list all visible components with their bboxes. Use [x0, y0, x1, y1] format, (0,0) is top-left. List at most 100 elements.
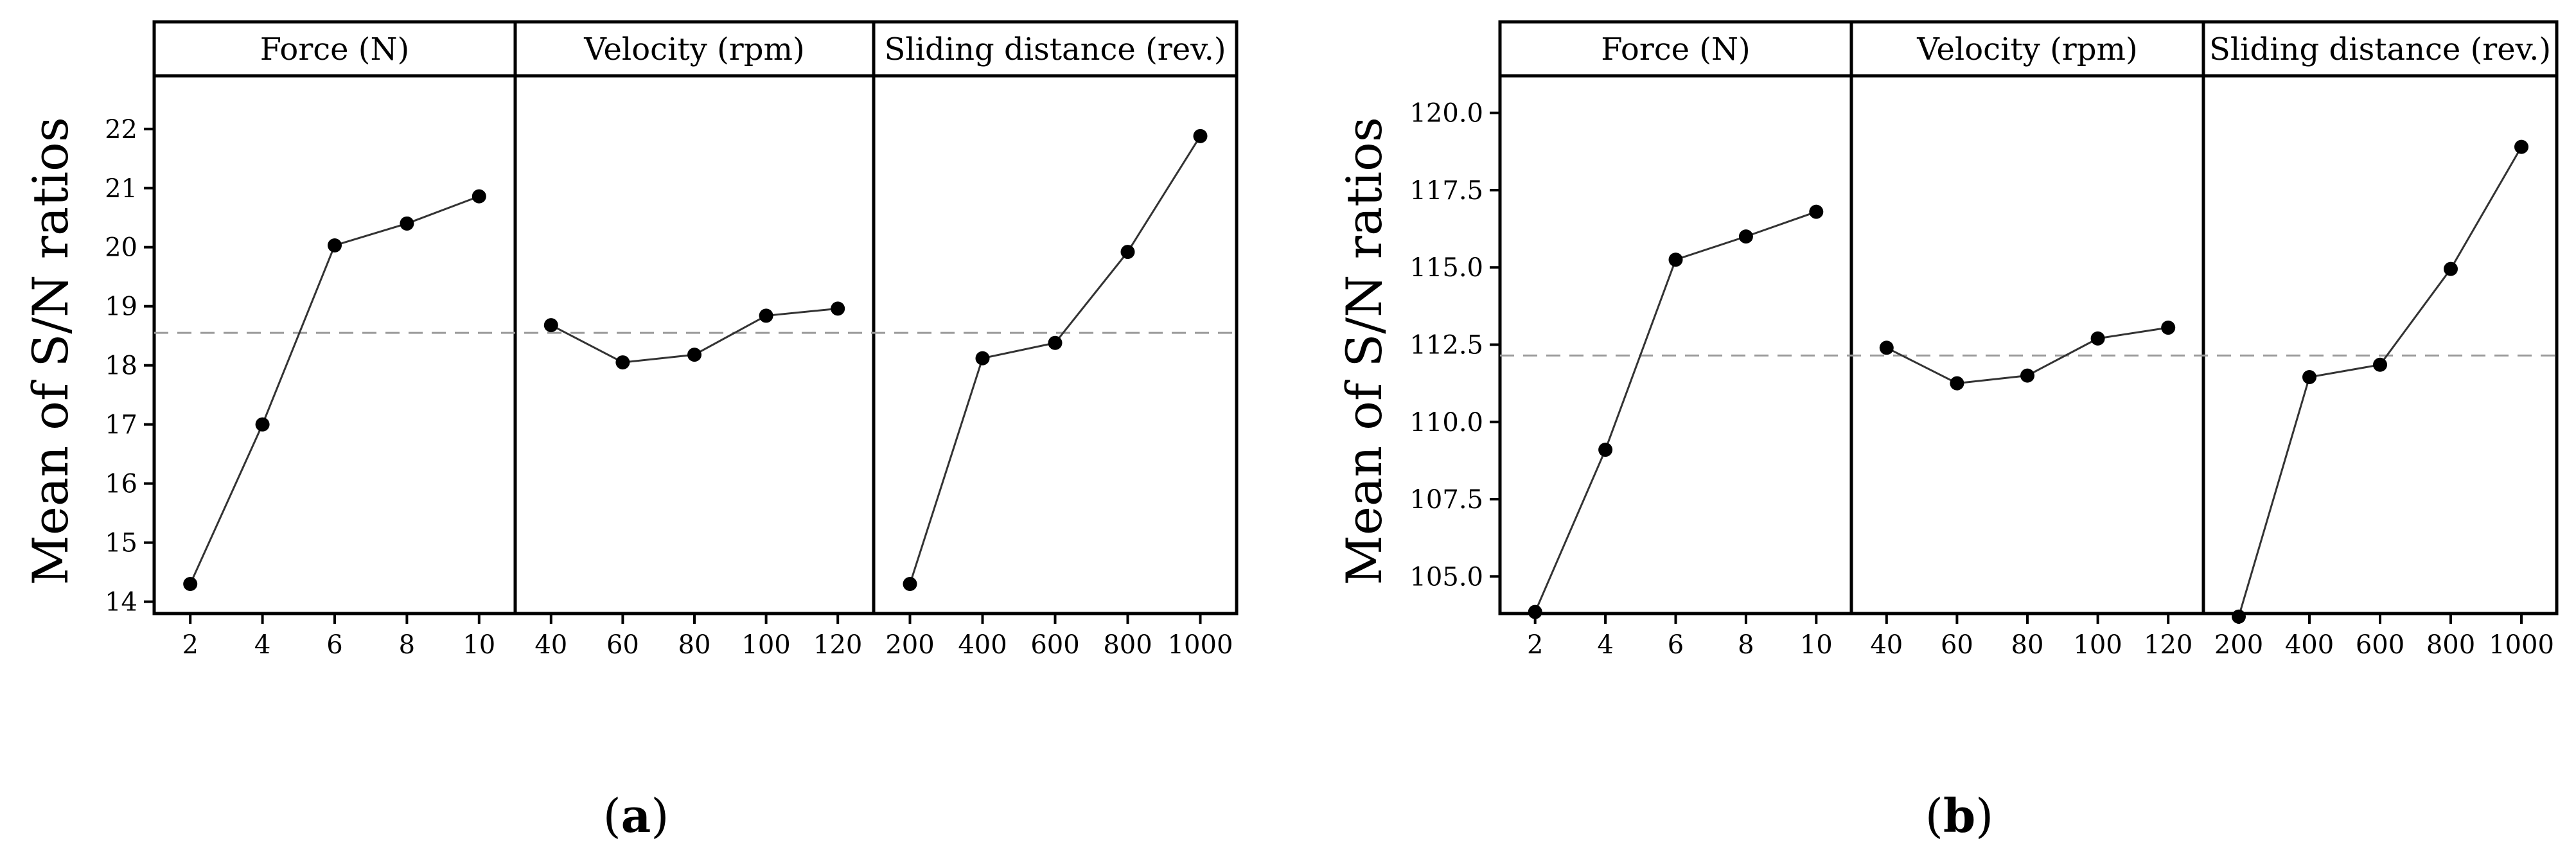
x-tick-label: 8 [399, 630, 415, 660]
y-tick-label: 120.0 [1409, 99, 1483, 128]
data-point [2090, 331, 2105, 346]
series-line [2237, 146, 2523, 617]
y-tick-label: 105.0 [1409, 562, 1483, 592]
facet-title: Velocity (rpm) [1916, 31, 2137, 67]
y-tick-label: 20 [105, 233, 137, 263]
panel-caption: (b) [1925, 788, 1994, 843]
data-point [2514, 139, 2528, 154]
x-tick-label: 120 [813, 630, 862, 660]
data-point [2161, 321, 2176, 335]
y-tick-label: 14 [105, 588, 137, 617]
y-tick-label: 22 [105, 115, 137, 145]
y-tick-label: 110.0 [1409, 408, 1483, 437]
facet-title: Velocity (rpm) [583, 31, 804, 67]
facet-title: Force (N) [1601, 31, 1751, 67]
facet-0: Force (N) 2 4 6 8 10 [1527, 31, 1833, 660]
y-tick-label: 107.5 [1409, 485, 1483, 515]
data-point [2302, 370, 2316, 385]
data-point [400, 216, 414, 231]
data-point [1879, 340, 1894, 355]
x-tick-label: 10 [463, 630, 495, 660]
plot-frame [1498, 20, 2559, 615]
x-tick-label: 800 [2426, 630, 2475, 660]
x-tick-label: 2 [1527, 630, 1543, 660]
x-tick-label: 400 [2285, 630, 2334, 660]
x-tick-label: 1000 [1168, 630, 1233, 660]
data-point [759, 308, 773, 323]
data-point [1048, 335, 1063, 350]
data-point [2444, 261, 2458, 276]
x-tick-label: 10 [1800, 630, 1833, 660]
y-axis-label: Mean of S/N ratios [22, 117, 79, 585]
series-line [1534, 211, 1817, 613]
x-tick-label: 600 [1030, 630, 1079, 660]
data-point [1598, 443, 1613, 457]
x-tick-label: 600 [2356, 630, 2404, 660]
x-tick-label: 40 [534, 630, 567, 660]
y-tick-label: 15 [105, 529, 137, 558]
y-tick-label: 117.5 [1409, 176, 1483, 206]
series-line [909, 136, 1201, 585]
x-tick-label: 80 [678, 630, 711, 660]
y-axis-label: Mean of S/N ratios [1336, 117, 1393, 585]
data-point [2232, 609, 2246, 624]
x-tick-label: 100 [741, 630, 790, 660]
x-tick-label: 800 [1103, 630, 1152, 660]
y-tick-label: 18 [105, 351, 137, 381]
y-tick-label: 19 [105, 292, 137, 322]
x-tick-label: 200 [885, 630, 934, 660]
data-point [1120, 245, 1135, 260]
x-tick-label: 400 [958, 630, 1007, 660]
data-point [1738, 229, 1753, 244]
x-tick-label: 80 [2011, 630, 2044, 660]
data-point [1950, 376, 1964, 391]
facet-title: Force (N) [260, 31, 410, 67]
y-tick-label: 112.5 [1409, 331, 1483, 360]
data-point [2020, 368, 2034, 383]
data-point [615, 355, 630, 370]
x-tick-label: 8 [1738, 630, 1754, 660]
data-point [328, 238, 342, 252]
y-tick-label: 17 [105, 411, 137, 440]
x-tick-label: 2 [182, 630, 198, 660]
series-line [189, 195, 480, 585]
x-tick-label: 60 [1941, 630, 1973, 660]
data-point [1809, 204, 1824, 219]
data-point [2373, 357, 2387, 372]
panel-caption: (a) [603, 788, 669, 843]
data-point [1528, 605, 1542, 619]
y-tick-label: 21 [105, 174, 137, 204]
x-tick-label: 120 [2144, 630, 2192, 660]
x-tick-label: 6 [1668, 630, 1684, 660]
facet-title: Sliding distance (rev.) [884, 31, 1226, 67]
data-point [543, 318, 558, 333]
chart-panel-0: 14 15 16 17 18 19 20 21 22 Mean of S/N ratios Forc… [22, 20, 1239, 843]
data-point [975, 351, 990, 366]
y-tick-label: 115.0 [1409, 253, 1483, 283]
facet-2: Sliding distance (rev.) 200 400 600 800 1000 [884, 31, 1233, 660]
x-tick-label: 200 [2214, 630, 2263, 660]
x-tick-label: 40 [1870, 630, 1903, 660]
data-point [1193, 128, 1208, 143]
data-point [472, 189, 486, 204]
x-tick-label: 100 [2073, 630, 2122, 660]
data-point [831, 301, 845, 316]
x-tick-label: 4 [254, 630, 270, 660]
data-point [1668, 252, 1683, 267]
chart-panel-1: 105.0 107.5 110.0 112.5 115.0 117.5 120.0 Mean … [1336, 20, 2559, 843]
x-tick-label: 4 [1597, 630, 1613, 660]
facet-2: Sliding distance (rev.) 200 400 600 800 1000 [2209, 31, 2554, 660]
facet-1: Velocity (rpm) 40 60 80 100 120 [1870, 31, 2192, 660]
facet-0: Force (N) 2 4 6 8 10 [182, 31, 495, 660]
facet-1: Velocity (rpm) 40 60 80 100 120 [534, 31, 862, 660]
x-tick-label: 6 [326, 630, 342, 660]
y-tick-label: 16 [105, 470, 137, 499]
data-point [687, 348, 701, 362]
data-point [903, 577, 917, 592]
facet-title: Sliding distance (rev.) [2209, 31, 2551, 67]
data-point [183, 577, 198, 592]
x-tick-label: 1000 [2489, 630, 2554, 660]
x-tick-label: 60 [606, 630, 639, 660]
data-point [255, 417, 270, 432]
